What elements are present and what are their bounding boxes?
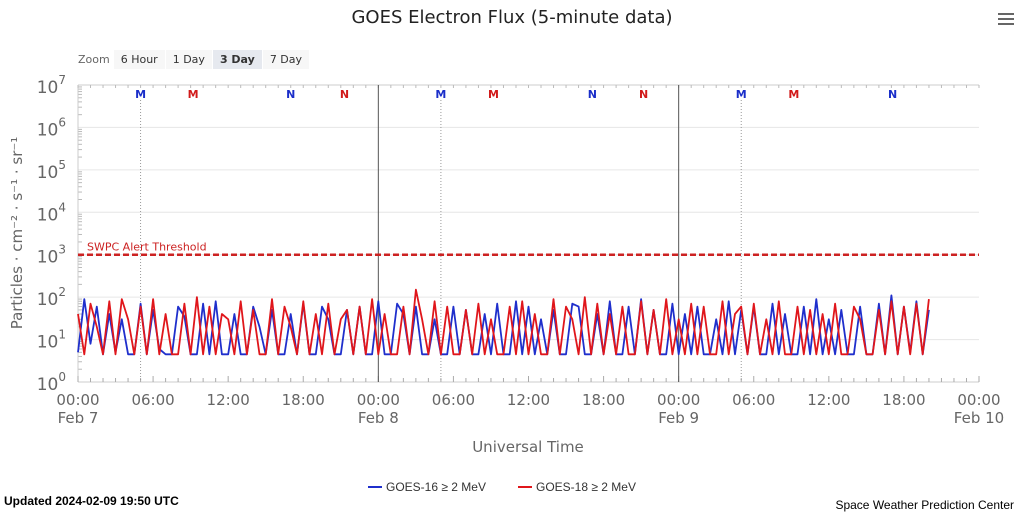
x-axis-title: Universal Time xyxy=(472,438,584,456)
zoom-range-selector: Zoom 6 Hour 1 Day 3 Day 7 Day xyxy=(78,50,310,69)
y-axis-title: Particles · cm⁻² · s⁻¹ · sr⁻¹ xyxy=(8,137,26,330)
marker-label: N xyxy=(340,88,349,101)
x-tick-label: 06:00 xyxy=(432,391,475,409)
credit-text: Space Weather Prediction Center xyxy=(835,498,1014,512)
x-tick-label: 18:00 xyxy=(582,391,625,409)
x-tick-label: 00:00 xyxy=(357,391,400,409)
marker-label: M xyxy=(135,88,146,101)
y-tick-label: 100 xyxy=(37,370,66,395)
updated-timestamp: Updated 2024-02-09 19:50 UTC xyxy=(4,494,179,508)
x-tick-label: 18:00 xyxy=(882,391,925,409)
x-tick-date: Feb 8 xyxy=(358,409,399,427)
x-tick-label: 12:00 xyxy=(807,391,850,409)
x-tick-label: 12:00 xyxy=(207,391,250,409)
marker-label: N xyxy=(639,88,648,101)
series-line-goes18 xyxy=(77,288,930,356)
marker-label: N xyxy=(286,88,295,101)
marker-label: M xyxy=(188,88,199,101)
x-tick-label: 18:00 xyxy=(282,391,325,409)
series-line-goes16 xyxy=(77,294,930,356)
marker-label: N xyxy=(888,88,897,101)
y-tick-label: 105 xyxy=(37,158,66,183)
x-tick-date: Feb 10 xyxy=(954,409,1004,427)
marker-label: M xyxy=(788,88,799,101)
marker-label: N xyxy=(588,88,597,101)
y-tick-label: 104 xyxy=(37,200,66,225)
hamburger-icon[interactable] xyxy=(998,10,1014,28)
y-tick-label: 106 xyxy=(37,115,66,140)
zoom-7-day-button[interactable]: 7 Day xyxy=(262,50,310,69)
x-tick-label: 06:00 xyxy=(732,391,775,409)
alert-threshold-label: SWPC Alert Threshold xyxy=(87,241,207,254)
y-tick-label: 107 xyxy=(37,73,66,98)
y-tick-label: 102 xyxy=(37,285,66,310)
zoom-1-day-button[interactable]: 1 Day xyxy=(165,50,212,69)
x-tick-date: Feb 7 xyxy=(58,409,99,427)
x-tick-date: Feb 9 xyxy=(658,409,699,427)
marker-label: M xyxy=(488,88,499,101)
y-tick-label: 103 xyxy=(37,243,66,268)
zoom-label: Zoom xyxy=(78,53,110,66)
x-tick-label: 00:00 xyxy=(56,391,99,409)
marker-label: M xyxy=(435,88,446,101)
y-tick-label: 101 xyxy=(37,328,66,353)
legend-label: GOES-16 ≥ 2 MeV xyxy=(386,480,486,494)
chart-title: GOES Electron Flux (5-minute data) xyxy=(351,7,672,28)
zoom-3-day-button[interactable]: 3 Day xyxy=(212,50,262,69)
legend-label: GOES-18 ≥ 2 MeV xyxy=(536,480,636,494)
zoom-6-hour-button[interactable]: 6 Hour xyxy=(113,50,165,69)
x-tick-label: 00:00 xyxy=(957,391,1000,409)
marker-label: M xyxy=(736,88,747,101)
x-tick-label: 00:00 xyxy=(657,391,700,409)
x-tick-label: 12:00 xyxy=(507,391,550,409)
x-tick-label: 06:00 xyxy=(131,391,174,409)
